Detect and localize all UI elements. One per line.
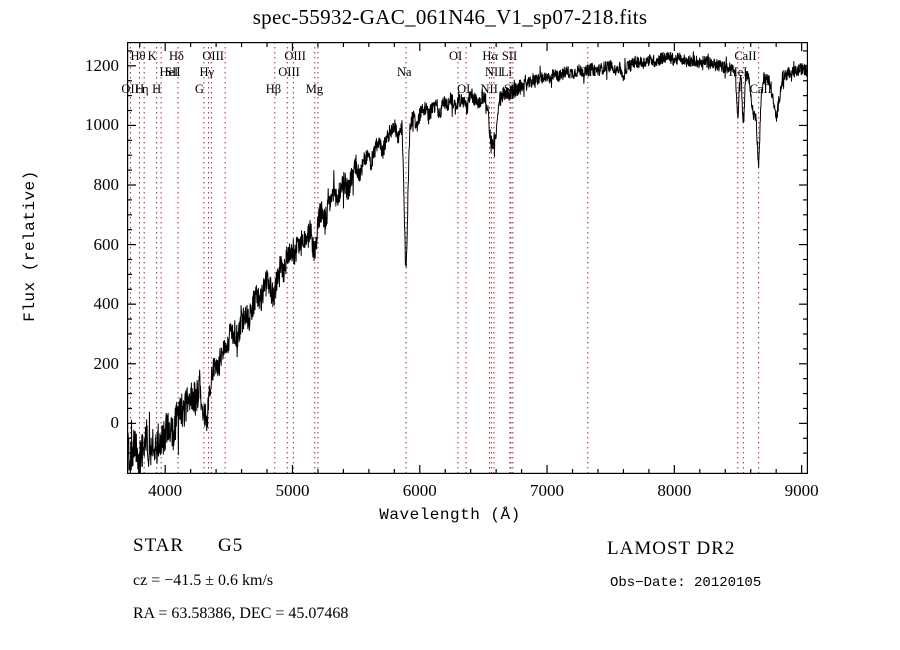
line-label-NII: NII (484, 65, 503, 79)
line-label-Hγ: Hγ (199, 65, 215, 79)
x-tick-label: 9000 (784, 481, 819, 500)
y-tick-label: 400 (93, 294, 120, 314)
line-label-SII: SII (503, 82, 520, 96)
x-tick-label: 6000 (402, 481, 437, 500)
plot-area (127, 42, 808, 474)
line-label-OI: OI (457, 82, 471, 96)
spectrum-plot-svg (127, 42, 808, 474)
line-label-OII: OII (578, 65, 597, 79)
line-label-SII: SII (165, 65, 181, 79)
object-class-label: STAR (133, 535, 185, 556)
x-tick-label: 8000 (657, 481, 692, 500)
line-label-Hθ: Hθ (130, 49, 146, 63)
line-label-NII: NII (480, 82, 498, 96)
y-tick-label: 1000 (85, 115, 119, 135)
x-tick-label: 4000 (148, 481, 183, 500)
line-label-Mg: Mg (305, 82, 324, 96)
obs-date-label: Obs−Date: 20120105 (610, 575, 762, 591)
y-tick-label: 0 (110, 413, 120, 433)
page-title: spec-55932-GAC_061N46_V1_sp07-218.fits (252, 5, 648, 29)
line-label-G: G (194, 82, 204, 96)
redshift-velocity-label: cz = −41.5 ± 0.6 km/s (133, 572, 274, 589)
line-label-OI: OI (448, 49, 463, 63)
line-label-OIII: OIII (202, 49, 224, 63)
line-label-HeI: HeI (728, 65, 748, 79)
spectral-type-label: G5 (218, 535, 244, 556)
spectrum-trace (127, 51, 808, 474)
line-label-Li: Li (500, 65, 512, 79)
axes-frame (127, 42, 808, 474)
y-tick-label: 800 (93, 175, 120, 194)
plot-frame (127, 42, 808, 474)
line-label-Na: Na (397, 65, 412, 79)
line-label-H: H (135, 82, 145, 96)
line-label-CaII: CaII (749, 82, 772, 96)
line-label-H: H (152, 82, 162, 96)
line-label-OIII: OIII (284, 49, 306, 63)
y-tick-label: 200 (93, 353, 120, 373)
x-tick-label: 5000 (275, 481, 310, 500)
line-label-Hα: Hα (482, 49, 498, 63)
line-label-HeI: HeI (159, 65, 179, 79)
spectrum-curve (127, 51, 808, 474)
coordinates-label: RA = 63.58386, DEC = 45.07468 (133, 605, 349, 622)
line-label-K: K (147, 49, 157, 63)
x-axis-title: Wavelength (Å) (379, 506, 521, 524)
line-label-SII: SII (501, 49, 518, 63)
y-axis-title: Flux (relative) (21, 170, 39, 322)
x-tick-label: 7000 (530, 481, 565, 500)
y-tick-label: 1200 (85, 55, 119, 75)
line-label-CaII: CaII (734, 49, 757, 63)
y-tick-label: 600 (93, 234, 120, 254)
line-label-OII: OII (121, 82, 139, 96)
survey-label: LAMOST DR2 (607, 538, 736, 559)
line-label-Hβ: Hβ (265, 82, 282, 96)
line-label-Hδ: Hδ (169, 49, 184, 63)
line-label-OIII: OIII (278, 65, 300, 79)
line-label-η: η (142, 82, 149, 96)
